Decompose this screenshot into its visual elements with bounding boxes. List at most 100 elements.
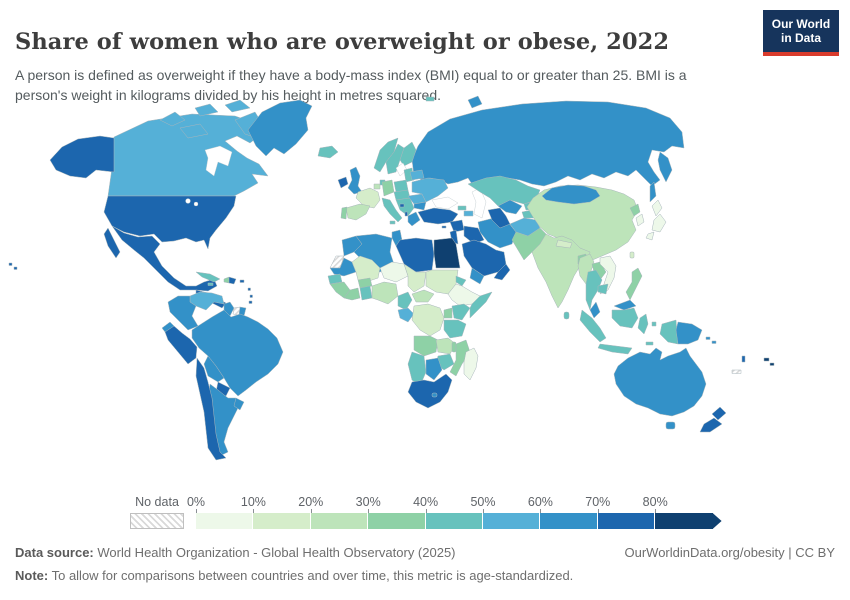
- country-uganda[interactable]: [443, 307, 453, 319]
- country-nepal[interactable]: [555, 239, 573, 249]
- country-albania[interactable]: [404, 211, 408, 217]
- country-cameroon[interactable]: [397, 291, 413, 311]
- country-france[interactable]: [355, 187, 381, 209]
- owid-logo[interactable]: Our World in Data: [763, 10, 839, 56]
- country-new-caledonia[interactable]: [731, 369, 742, 374]
- country-portugal[interactable]: [340, 206, 348, 220]
- country-mexico-baja[interactable]: [103, 227, 121, 259]
- country-dominican-republic[interactable]: [228, 276, 237, 285]
- country-mexico[interactable]: [111, 225, 218, 292]
- country-hawaii-united-states[interactable]: [13, 266, 18, 270]
- country-haiti[interactable]: [223, 276, 230, 284]
- country-angola[interactable]: [413, 335, 439, 357]
- country-spain[interactable]: [345, 203, 371, 221]
- country-oman[interactable]: [493, 263, 511, 281]
- country-iceland[interactable]: [317, 145, 339, 159]
- country-russia-novaya-zemlya[interactable]: [467, 95, 483, 109]
- country-cambodia[interactable]: [597, 283, 609, 295]
- country-bulgaria[interactable]: [413, 201, 427, 211]
- country-hawaii-united-states[interactable]: [8, 262, 13, 266]
- country-peru[interactable]: [164, 325, 198, 365]
- country-puerto-rico[interactable]: [239, 279, 245, 283]
- country-brazil[interactable]: [191, 309, 284, 397]
- country-canada-arctic-islands[interactable]: [159, 99, 266, 141]
- country-united-states[interactable]: [103, 195, 237, 250]
- country-russia[interactable]: [411, 100, 685, 187]
- country-russia-sakhalin[interactable]: [649, 181, 657, 203]
- country-australia-tasmania[interactable]: [665, 421, 676, 430]
- country-timor[interactable]: [645, 341, 654, 346]
- country-sicily[interactable]: [389, 220, 396, 225]
- country-uruguay[interactable]: [233, 397, 245, 411]
- country-indonesia-borneo[interactable]: [611, 307, 639, 329]
- country-central-african-republic[interactable]: [411, 289, 435, 303]
- country-sri-lanka[interactable]: [563, 311, 570, 320]
- legend-segment-80%+[interactable]: [655, 513, 713, 529]
- country-bosnia[interactable]: [399, 203, 405, 208]
- legend-segment-30-40%[interactable]: [368, 513, 426, 529]
- country-azerbaijan[interactable]: [463, 210, 474, 217]
- country-ivory-coast[interactable]: [343, 287, 361, 301]
- country-malaysia-borneo[interactable]: [613, 299, 637, 311]
- legend-segment-10-20%[interactable]: [253, 513, 311, 529]
- country-indonesia-moluccas[interactable]: [651, 321, 657, 327]
- country-dr-congo[interactable]: [411, 303, 445, 337]
- country-fiji[interactable]: [763, 357, 770, 362]
- country-greenland[interactable]: [247, 99, 313, 157]
- country-gabon-congo[interactable]: [397, 307, 415, 323]
- country-philippines[interactable]: [625, 267, 643, 301]
- country-fiji[interactable]: [769, 362, 775, 366]
- country-turkey[interactable]: [417, 207, 459, 225]
- country-cuba[interactable]: [195, 271, 221, 283]
- country-australia[interactable]: [613, 347, 707, 417]
- country-svalbard[interactable]: [425, 96, 435, 102]
- country-india[interactable]: [531, 233, 591, 309]
- country-solomon-islands[interactable]: [711, 340, 717, 344]
- country-vanuatu[interactable]: [741, 355, 746, 363]
- country-norway[interactable]: [373, 137, 399, 173]
- country-indonesia-west-papua[interactable]: [659, 319, 679, 345]
- country-balkans[interactable]: [395, 197, 415, 217]
- legend-segment-60-70%[interactable]: [540, 513, 598, 529]
- legend-segment-20-30%[interactable]: [310, 513, 369, 529]
- country-indonesia-sulawesi[interactable]: [637, 313, 649, 335]
- country-somalia[interactable]: [469, 291, 493, 319]
- country-germany[interactable]: [381, 179, 395, 197]
- country-lesser-antilles[interactable]: [247, 287, 251, 291]
- country-italy[interactable]: [381, 197, 403, 223]
- country-nigeria[interactable]: [371, 281, 399, 305]
- country-finland[interactable]: [399, 141, 417, 167]
- country-lesser-antilles[interactable]: [249, 294, 253, 298]
- country-belarus[interactable]: [409, 169, 425, 181]
- country-russia-kamchatka[interactable]: [657, 151, 673, 183]
- country-united-kingdom[interactable]: [347, 166, 363, 195]
- country-malawi[interactable]: [451, 341, 457, 353]
- country-japan[interactable]: [645, 199, 667, 241]
- country-alaska-united-states[interactable]: [49, 135, 115, 179]
- country-chile[interactable]: [195, 357, 227, 461]
- owid-cc-by-link[interactable]: OurWorldinData.org/obesity | CC BY: [624, 545, 836, 560]
- country-tanzania[interactable]: [443, 319, 467, 339]
- country-south-africa[interactable]: [407, 373, 453, 409]
- country-malaysia-peninsula[interactable]: [589, 301, 601, 319]
- country-egypt[interactable]: [433, 237, 461, 269]
- country-colombia[interactable]: [167, 295, 199, 331]
- country-botswana[interactable]: [425, 357, 443, 381]
- country-madagascar[interactable]: [463, 347, 479, 381]
- country-kenya[interactable]: [451, 303, 471, 321]
- country-ukraine[interactable]: [411, 177, 449, 203]
- country-uzbekistan[interactable]: [497, 199, 523, 215]
- country-syria[interactable]: [449, 219, 465, 233]
- country-yemen[interactable]: [469, 267, 485, 285]
- legend-segment-70-80%[interactable]: [597, 513, 656, 529]
- country-solomon-islands[interactable]: [705, 336, 711, 340]
- country-greece[interactable]: [407, 211, 421, 227]
- country-south-korea[interactable]: [635, 213, 645, 227]
- country-thailand[interactable]: [585, 269, 603, 311]
- country-indonesia-sumatra[interactable]: [579, 309, 607, 343]
- country-papua-new-guinea[interactable]: [675, 321, 703, 345]
- country-jamaica[interactable]: [207, 282, 214, 286]
- country-lesotho[interactable]: [431, 392, 438, 398]
- country-georgia[interactable]: [457, 205, 467, 211]
- country-mozambique[interactable]: [449, 339, 471, 377]
